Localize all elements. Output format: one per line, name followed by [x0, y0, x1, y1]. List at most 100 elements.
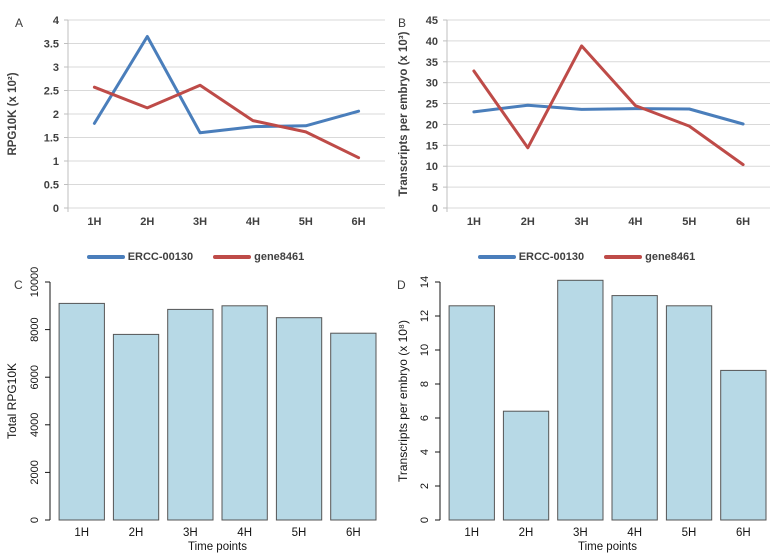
y-tick-label: 45 [426, 15, 438, 27]
x-category-label: 1H [467, 216, 481, 228]
bar-3H [557, 279, 604, 521]
y-tick-label: 1 [53, 156, 59, 168]
bar-4H [221, 305, 268, 521]
legend-item-ercc: ERCC-00130 [86, 251, 194, 263]
y-tick-label: 3 [53, 62, 59, 74]
y-tick-label: 14 [419, 276, 431, 288]
x-category-label: 1H [87, 216, 101, 228]
bar-1H [58, 302, 105, 521]
x-category-label: 4H [237, 527, 252, 539]
x-category-label: 6H [736, 527, 751, 539]
y-tick-label: 8 [419, 381, 431, 387]
y-tick-label: 10000 [29, 267, 41, 298]
y-tick-label: 10 [419, 344, 431, 356]
y-tick-label: 5 [432, 182, 438, 194]
panel-c-bar-chart: 0 2000 4000 6000 8000 10000 1H 2H 3H 4H 5H 6H Time p… [0, 267, 391, 559]
y-tick-label: 2 [53, 109, 59, 121]
x-category-label: 3H [575, 216, 589, 228]
x-category-label: 2H [521, 216, 535, 228]
bar-1H [448, 305, 495, 521]
x-category-label: 5H [299, 216, 313, 228]
y-axis-title: Transcripts per embryo (x 10⁸) [396, 320, 410, 482]
x-category-label: 5H [682, 216, 696, 228]
y-tick-label: 10 [426, 161, 438, 173]
legend-a: ERCC-00130 gene8461 [0, 247, 391, 267]
legend-line-red-icon [604, 255, 643, 259]
y-tick-label: 0 [29, 517, 41, 523]
bar-3H [167, 308, 214, 521]
x-axis-title: Time points [578, 541, 637, 553]
x-category-label: 6H [352, 216, 366, 228]
legend-label: ERCC-00130 [127, 251, 194, 263]
x-category-label: 3H [193, 216, 207, 228]
panel-letter: D [397, 278, 406, 292]
y-tick-label: 4 [419, 449, 431, 455]
legend-item-gene: gene8461 [213, 251, 304, 263]
bar-5H [665, 305, 713, 521]
x-category-label: 3H [183, 527, 198, 539]
y-tick-label: 35 [426, 57, 438, 69]
x-category-label: 4H [246, 216, 260, 228]
legend-label: gene8461 [254, 251, 305, 263]
y-tick-label: 0 [432, 203, 438, 215]
y-tick-label: 1.5 [44, 133, 59, 145]
panel-letter: A [15, 16, 23, 30]
x-category-label: 2H [140, 216, 154, 228]
bar-6H [330, 332, 377, 521]
legend-line-blue-icon [477, 255, 516, 259]
bar-6H [720, 369, 767, 521]
x-axis-title: Time points [188, 541, 247, 553]
y-tick-label: 0.5 [44, 180, 59, 192]
bar-chart-d: 0 2 4 6 8 10 12 14 1H 2H 3H 4H 5H 6H Time points Transc… [396, 276, 767, 553]
y-tick-label: 0 [419, 517, 431, 523]
x-category-label: 5H [682, 527, 697, 539]
series-line-ERCC-00130 [92, 35, 361, 135]
y-tick-label: 40 [426, 36, 438, 48]
y-tick-label: 4000 [29, 413, 41, 437]
x-category-label: 4H [628, 216, 642, 228]
panel-letter: B [398, 16, 406, 30]
y-tick-label: 30 [426, 78, 438, 90]
y-tick-label: 4 [53, 15, 60, 27]
bar-4H [611, 295, 658, 521]
legend-label: gene8461 [645, 251, 696, 263]
panel-letter: C [14, 278, 23, 292]
x-category-label: 4H [627, 527, 642, 539]
legend-label: ERCC-00130 [518, 251, 585, 263]
line-chart-a: 0 0.5 1 1.5 2 2.5 3 3.5 4 1H 2H 3H 4H 5H 6H RPG10K (x 1… [7, 15, 385, 228]
y-tick-label: 8000 [29, 317, 41, 341]
bar-chart-c: 0 2000 4000 6000 8000 10000 1H 2H 3H 4H 5H 6H Time p… [5, 267, 377, 553]
y-tick-label: 20 [426, 119, 438, 131]
y-tick-label: 0 [53, 203, 59, 215]
y-tick-label: 2 [419, 483, 431, 489]
x-category-label: 3H [573, 527, 588, 539]
y-axis-title: Transcripts per embryo (x 10³) [398, 31, 410, 196]
line-chart-b: 0 5 10 15 20 25 30 35 40 45 1H 2H 3H 4H 5H 6H Transcript… [398, 15, 770, 228]
y-tick-label: 15 [426, 140, 438, 152]
y-tick-label: 2.5 [44, 86, 59, 98]
legend-item-ercc: ERCC-00130 [477, 251, 585, 263]
bar-5H [275, 317, 323, 521]
x-category-label: 6H [346, 527, 361, 539]
y-tick-label: 3.5 [44, 39, 59, 51]
series-line-ERCC-00130 [472, 103, 745, 126]
bar-2H [502, 410, 550, 521]
legend-line-red-icon [213, 255, 252, 259]
y-tick-label: 2000 [29, 460, 41, 484]
legend-line-blue-icon [86, 255, 125, 259]
y-tick-label: 25 [426, 99, 438, 111]
y-tick-label: 12 [419, 310, 431, 322]
panel-b-line-chart: 0 5 10 15 20 25 30 35 40 45 1H 2H 3H 4H 5H 6H Transcript… [391, 0, 782, 272]
y-axis-title: Total RPG10K [5, 363, 19, 439]
series-line-gene8461 [472, 44, 745, 167]
x-category-label: 5H [292, 527, 307, 539]
panel-d-bar-chart: 0 2 4 6 8 10 12 14 1H 2H 3H 4H 5H 6H Time points Transc… [391, 272, 782, 559]
bar-2H [112, 333, 160, 521]
legend-b: ERCC-00130 gene8461 [391, 247, 782, 267]
x-category-label: 6H [736, 216, 750, 228]
legend-item-gene: gene8461 [604, 251, 695, 263]
y-axis-title: RPG10K (x 10²) [7, 72, 19, 155]
panel-a-line-chart: 0 0.5 1 1.5 2 2.5 3 3.5 4 1H 2H 3H 4H 5H 6H RPG10K (x 1… [0, 0, 391, 272]
series-line-gene8461 [92, 83, 361, 160]
